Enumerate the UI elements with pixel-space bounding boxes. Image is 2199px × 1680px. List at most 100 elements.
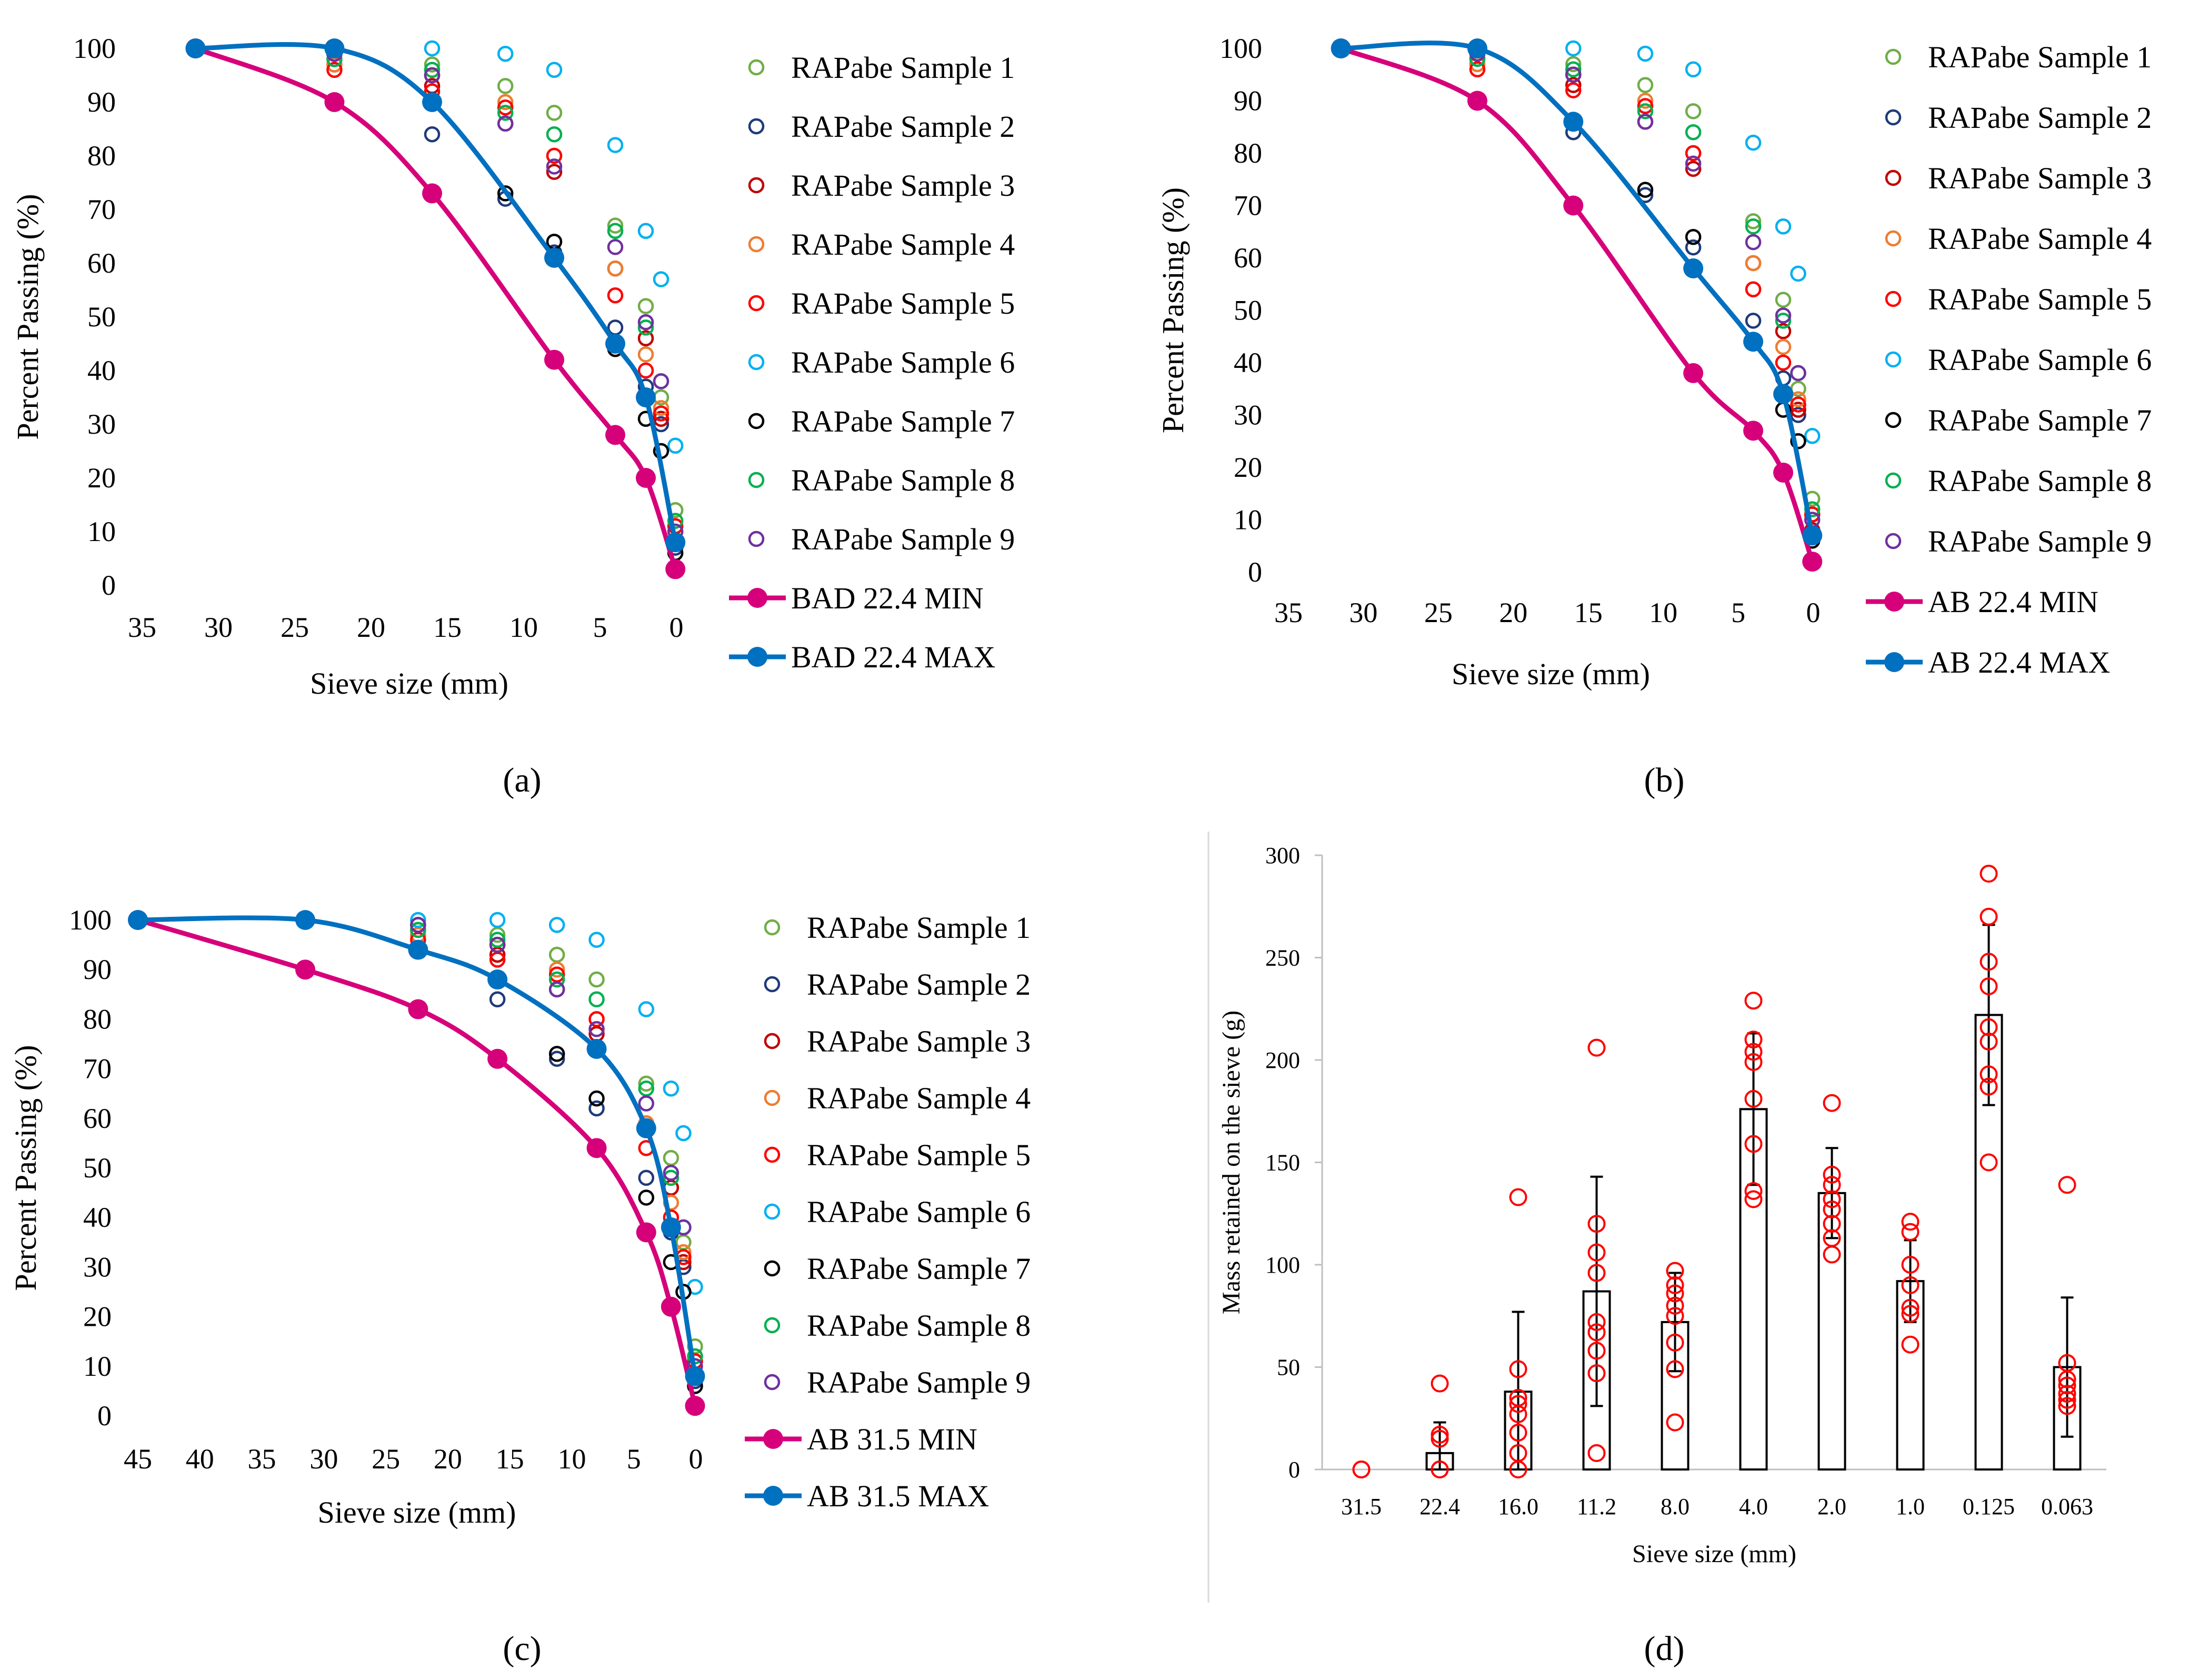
- legend-label: RAPabe Sample 2: [791, 109, 1015, 144]
- legend-label: AB 22.4 MAX: [1928, 645, 2110, 679]
- sample-point: [588, 932, 605, 948]
- max-curve-point: [1802, 525, 1823, 546]
- sample-point: [1565, 40, 1582, 57]
- sample-point: [1637, 114, 1654, 130]
- sample-point: [489, 952, 506, 968]
- x-tick-label: 2.0: [1817, 1494, 1846, 1519]
- y-tick-label: 40: [83, 1202, 112, 1233]
- sample-point: [548, 971, 565, 988]
- sample-point: [637, 330, 654, 347]
- min-curve-line: [137, 917, 697, 1407]
- legend-label: RAPabe Sample 9: [1928, 524, 2152, 558]
- sample-point: [410, 912, 426, 928]
- sample-point: [1685, 61, 1702, 78]
- legend-min-marker: [747, 588, 767, 608]
- min-curve-point: [408, 999, 428, 1019]
- data-point: [2058, 1397, 2076, 1415]
- x-tick-label: 0: [1806, 597, 1821, 628]
- sample-point: [588, 1011, 605, 1027]
- sample-point: [548, 946, 565, 963]
- sample-point: [546, 105, 563, 121]
- legend-label: BAD 22.4 MIN: [791, 581, 984, 615]
- max-curve-point: [324, 38, 345, 58]
- data-point: [1666, 1360, 1684, 1378]
- y-tick-label: 80: [1234, 137, 1262, 169]
- sample-point: [663, 1149, 679, 1166]
- legend-marker: [1885, 412, 1902, 428]
- sample-point: [1685, 103, 1702, 119]
- legend-label: RAPabe Sample 8: [791, 463, 1015, 497]
- data-point: [1980, 1032, 1998, 1051]
- data-point: [1744, 1182, 1763, 1200]
- x-tick-label: 10: [557, 1443, 586, 1475]
- sample-point: [497, 105, 514, 121]
- sample-point: [588, 1100, 605, 1117]
- sample-point: [489, 912, 506, 928]
- y-tick-label: 10: [87, 516, 116, 547]
- sample-point: [497, 94, 514, 111]
- y-tick-label: 40: [1234, 347, 1262, 378]
- legend-marker: [748, 413, 765, 429]
- x-tick-label: 5: [627, 1443, 641, 1475]
- y-tick-label: 10: [83, 1351, 112, 1382]
- sample-point: [607, 239, 624, 255]
- chart-d: 0 50 100 150 200 250 300 31.5 22.4 16.0 11.2 8.0 4.0…: [1217, 843, 2106, 1568]
- sample-point: [1745, 218, 1762, 235]
- legend-label: BAD 22.4 MAX: [791, 640, 995, 674]
- max-curve-point: [128, 910, 148, 930]
- max-curve-point: [586, 1038, 607, 1059]
- legend-label: RAPabe Sample 2: [807, 967, 1031, 1002]
- data-point: [1744, 1043, 1763, 1061]
- sample-point: [424, 62, 441, 78]
- data-point: [1744, 1053, 1763, 1071]
- legend-label: RAPabe Sample 6: [807, 1195, 1031, 1229]
- sample-point: [1790, 407, 1806, 423]
- x-tick-label: 0: [669, 612, 684, 643]
- data-point: [1980, 1018, 1998, 1036]
- data-point: [1587, 1444, 1606, 1462]
- sample-point: [489, 927, 506, 943]
- sample-point: [588, 1090, 605, 1107]
- y-tick-label: 100: [69, 904, 112, 936]
- sample-point: [653, 373, 669, 389]
- x-tick-label: 0.125: [1963, 1494, 2015, 1519]
- sample-point: [607, 217, 624, 234]
- y-tick-label: 0: [97, 1400, 112, 1432]
- data-point: [1823, 1165, 1841, 1184]
- sample-point: [1637, 45, 1654, 62]
- y-tick-label: 80: [87, 140, 116, 172]
- sample-point: [588, 971, 605, 988]
- legend-label: RAPabe Sample 1: [807, 911, 1031, 945]
- x-tick-label: 0: [689, 1443, 703, 1475]
- y-tick-label: 30: [1234, 399, 1262, 431]
- sample-point: [548, 966, 565, 983]
- sample-point: [653, 400, 669, 416]
- sample-point: [410, 917, 426, 933]
- data-point: [1587, 1364, 1606, 1383]
- legend-label: RAPabe Sample 8: [807, 1308, 1031, 1343]
- min-curve-point: [1802, 552, 1823, 572]
- y-tick-label: 0: [1288, 1457, 1300, 1483]
- sample-point: [638, 1075, 655, 1092]
- data-point: [1352, 1461, 1371, 1478]
- legend-min-marker: [1884, 592, 1904, 612]
- sample-point: [638, 1169, 655, 1186]
- min-curve-point: [295, 959, 315, 980]
- sample-point: [667, 513, 684, 529]
- max-curve-point: [636, 1118, 656, 1138]
- legend-label: RAPabe Sample 9: [807, 1365, 1031, 1399]
- y-tick-label: 30: [87, 408, 116, 440]
- legend-max-marker: [763, 1486, 783, 1506]
- y-tick-label: 20: [83, 1301, 112, 1333]
- y-tick-label: 80: [83, 1003, 112, 1035]
- data-point: [1666, 1262, 1684, 1280]
- legend-label: RAPabe Sample 5: [791, 286, 1015, 321]
- y-axis-title: Mass retained on the sieve (g): [1217, 1011, 1245, 1314]
- legend-marker: [764, 1317, 781, 1334]
- x-tick-label: 4.0: [1739, 1494, 1768, 1519]
- sample-point: [638, 1189, 655, 1206]
- legend-max-marker: [747, 647, 767, 667]
- x-tick-label: 31.5: [1341, 1494, 1382, 1519]
- legend-label: RAPabe Sample 5: [807, 1138, 1031, 1172]
- data-point: [1509, 1395, 1527, 1413]
